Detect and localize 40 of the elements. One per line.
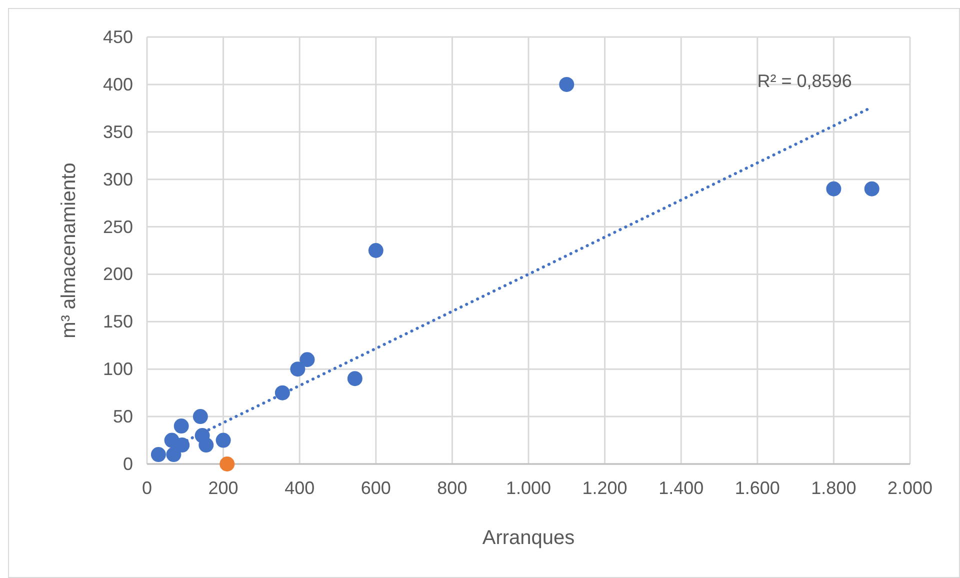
x-tick-label: 1.000 <box>506 478 552 498</box>
point <box>864 181 880 196</box>
annotation: R² = 0,8596 <box>757 71 852 92</box>
point <box>174 418 189 434</box>
y-tick-label: 150 <box>102 312 133 332</box>
point <box>274 385 290 400</box>
x-tick-label: 1.400 <box>658 478 704 498</box>
x-tick-label: 200 <box>208 478 238 498</box>
point <box>368 243 384 258</box>
y-tick-label: 450 <box>102 27 133 47</box>
y-tick-label: 100 <box>102 359 133 380</box>
point <box>198 438 214 453</box>
point <box>220 456 235 472</box>
point <box>174 438 190 453</box>
point <box>559 76 574 92</box>
point <box>150 447 166 462</box>
point <box>826 181 842 196</box>
y-tick-label: 300 <box>102 169 133 190</box>
point <box>166 447 182 462</box>
point <box>192 409 208 424</box>
point <box>347 371 362 386</box>
y-tick-label: 50 <box>112 406 133 427</box>
x-tick-label: 1.600 <box>734 478 780 498</box>
y-tick-label: 250 <box>102 216 133 237</box>
point <box>300 352 315 368</box>
x-tick-label: 1.200 <box>582 478 628 498</box>
x-axis-title: Arranques <box>482 527 575 549</box>
y-tick-label: 350 <box>102 122 133 142</box>
x-tick-label: 2.000 <box>887 478 933 498</box>
y-tick-label: 200 <box>102 264 133 284</box>
x-tick-label: 1.800 <box>811 478 856 498</box>
x-tick-label: 600 <box>360 478 391 498</box>
y-tick-label: 400 <box>102 74 133 94</box>
x-tick-label: 0 <box>142 478 152 498</box>
y-tick-label: 0 <box>122 454 133 474</box>
y-axis-title: m³ almacenamiento <box>58 162 80 338</box>
x-tick-label: 800 <box>437 478 468 498</box>
point <box>216 432 231 448</box>
x-tick-label: 400 <box>284 478 315 498</box>
point <box>290 362 306 377</box>
